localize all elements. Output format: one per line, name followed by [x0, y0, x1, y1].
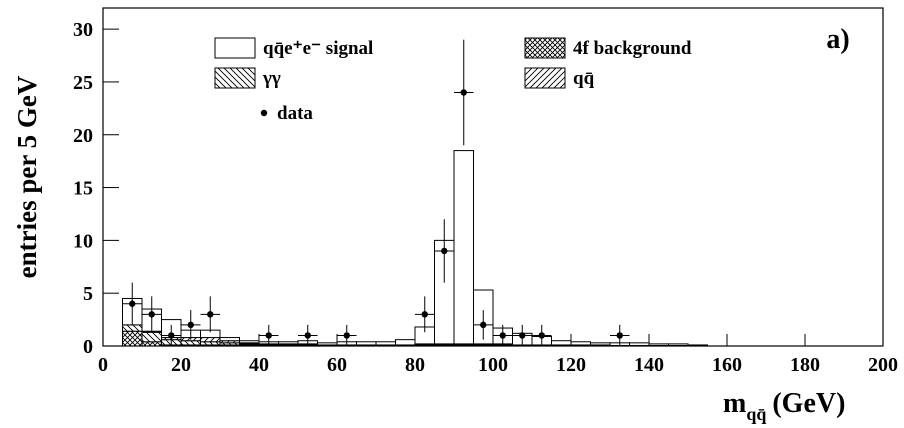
y-tick-label: 0 [83, 336, 93, 358]
legend-swatch [214, 67, 256, 89]
histogram-bar [356, 341, 377, 346]
y-tick-label: 30 [73, 19, 93, 41]
histogram-bar [395, 339, 416, 346]
x-tick-label: 140 [634, 354, 664, 376]
histogram-bar [278, 341, 299, 345]
x-tick-label: 20 [171, 354, 191, 376]
x-label-sub: qq̄ [746, 404, 766, 424]
y-tick-label: 20 [73, 125, 93, 147]
data-point [616, 332, 623, 339]
x-tick-label: 120 [556, 354, 586, 376]
legend-swatch [524, 67, 566, 89]
data-point [187, 321, 194, 329]
x-label-main: m [723, 388, 746, 419]
histogram-bar [141, 341, 162, 347]
x-tick-label: 180 [790, 354, 820, 376]
data-point [168, 332, 175, 339]
data-point [499, 332, 506, 339]
data-point [265, 332, 272, 339]
legend-swatch [214, 37, 256, 59]
data-point [480, 321, 487, 329]
panel-label: a) [826, 24, 849, 55]
data-point [460, 89, 467, 96]
legend-label: qq̄ [573, 68, 595, 89]
histogram-bar [551, 340, 572, 346]
x-axis-label: mqq̄ (GeV) [723, 388, 845, 424]
x-tick-label: 100 [478, 354, 508, 376]
y-tick-label: 5 [83, 283, 93, 305]
y-tick-label: 10 [73, 230, 93, 252]
data-point [148, 311, 155, 318]
histogram-bar [687, 344, 708, 346]
data-point [129, 300, 136, 307]
data-point [304, 332, 311, 339]
legend-label: data [277, 103, 313, 124]
histogram-bar [180, 340, 201, 346]
histogram-bar [648, 343, 669, 346]
histogram-bar [570, 341, 591, 346]
data-point [441, 247, 448, 255]
histogram-bar [590, 342, 611, 346]
legend-label: γγ [262, 68, 281, 89]
data-point [519, 332, 526, 339]
histogram-bar [200, 337, 221, 343]
histogram-bar [219, 337, 240, 342]
histogram-bar [122, 324, 143, 332]
data-point [538, 332, 545, 339]
data-point [421, 311, 428, 318]
histogram-bar [453, 150, 474, 345]
legend-marker [260, 109, 268, 117]
histogram-bar [629, 342, 650, 346]
x-tick-label: 160 [712, 354, 742, 376]
x-tick-label: 200 [868, 354, 898, 376]
x-tick-label: 0 [98, 354, 108, 376]
x-tick-label: 80 [405, 354, 425, 376]
data-point [207, 311, 214, 318]
y-tick-label: 25 [73, 72, 93, 94]
y-tick-label: 15 [73, 178, 93, 200]
x-label-unit: (GeV) [772, 388, 845, 419]
histogram-bar [141, 331, 162, 343]
y-axis-label: entries per 5 GeV [12, 75, 42, 278]
legend-label: qq̄e⁺e⁻ signal [263, 38, 373, 59]
histogram-bar [375, 341, 396, 346]
legend-swatch [524, 37, 566, 59]
histogram-bar [668, 343, 689, 346]
x-tick-label: 40 [249, 354, 269, 376]
histogram-bar [239, 340, 260, 344]
x-tick-label: 60 [327, 354, 347, 376]
legend-label: 4f background [573, 38, 692, 59]
histogram-bar [317, 342, 338, 346]
histogram-bar [122, 330, 143, 347]
data-point [343, 332, 350, 339]
